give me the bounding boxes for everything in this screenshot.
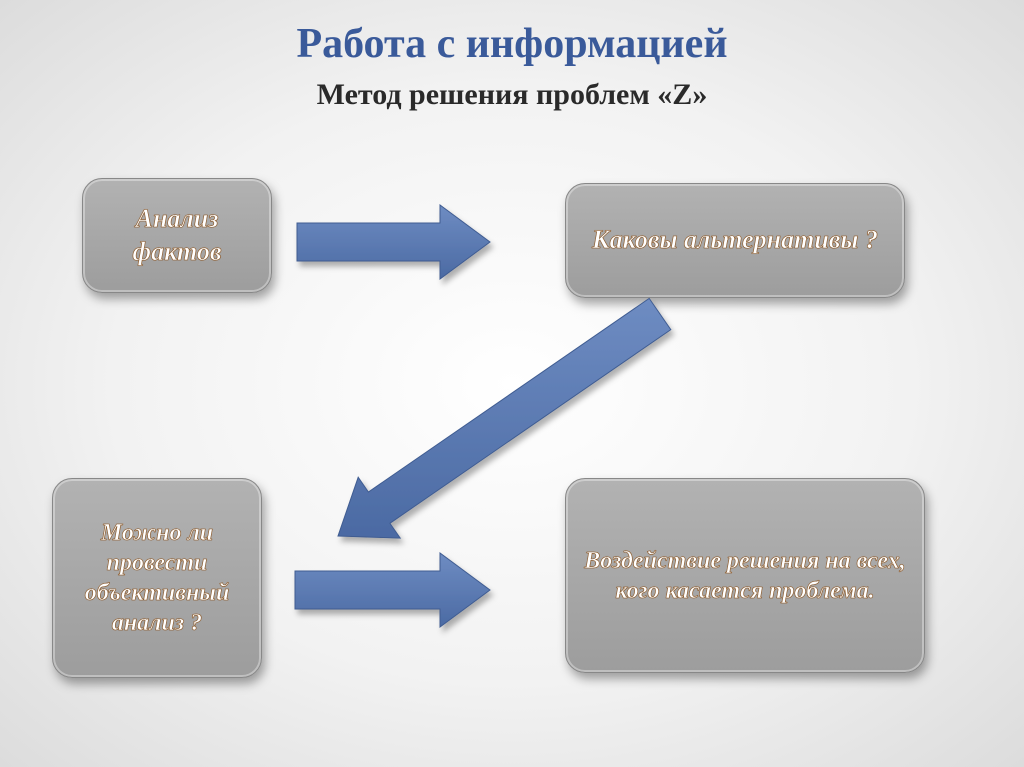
flow-node-objective: Можно ли провести объективный анализ ? bbox=[52, 478, 262, 678]
flow-arrow bbox=[295, 553, 490, 627]
page-subtitle-text: Метод решения проблем «Z» bbox=[317, 78, 708, 111]
flow-node-analysis: Анализ фактов bbox=[82, 178, 272, 293]
flow-node-impact: Воздействие решения на всех, кого касает… bbox=[565, 478, 925, 673]
flow-arrow bbox=[297, 205, 490, 279]
flow-node-label: Анализ фактов bbox=[93, 203, 261, 268]
flow-node-label: Воздействие решения на всех, кого касает… bbox=[576, 546, 914, 606]
flow-node-label: Можно ли провести объективный анализ ? bbox=[63, 518, 251, 638]
page-title: Работа с информацией bbox=[0, 20, 1024, 68]
page-subtitle: Метод решения проблем «Z» bbox=[0, 78, 1024, 112]
flow-node-alternatives: Каковы альтернативы ? bbox=[565, 183, 905, 298]
page-title-text: Работа с информацией bbox=[296, 21, 727, 67]
flow-node-label: Каковы альтернативы ? bbox=[592, 224, 878, 257]
